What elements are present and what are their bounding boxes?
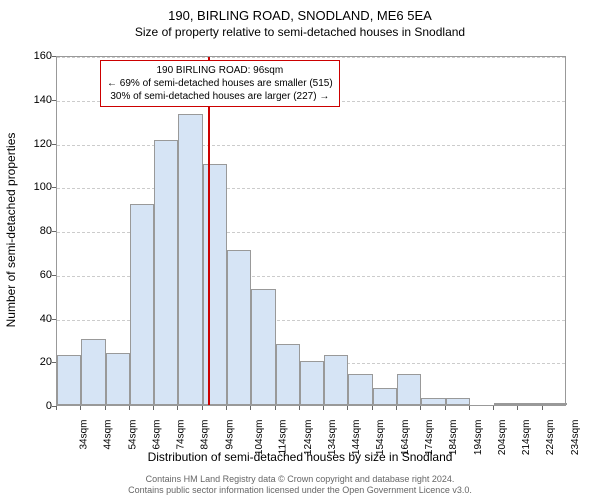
legend-line-3: 30% of semi-detached houses are larger (…	[107, 90, 333, 103]
histogram-bar	[373, 388, 397, 406]
legend-line-2: ← 69% of semi-detached houses are smalle…	[107, 77, 333, 90]
x-tick-label: 44sqm	[103, 420, 114, 450]
legend-box: 190 BIRLING ROAD: 96sqm ← 69% of semi-de…	[100, 60, 340, 107]
y-tick-label: 100	[22, 181, 52, 193]
x-tick-mark	[275, 406, 276, 410]
histogram-bar	[227, 250, 251, 405]
histogram-bar	[518, 403, 542, 405]
histogram-bar	[203, 164, 227, 405]
reference-line	[208, 57, 210, 405]
x-tick-mark	[372, 406, 373, 410]
gridline	[57, 188, 565, 189]
plot-area	[56, 56, 566, 406]
footer: Contains HM Land Registry data © Crown c…	[0, 474, 600, 496]
x-tick-mark	[445, 406, 446, 410]
x-tick-mark	[542, 406, 543, 410]
y-tick-label: 80	[22, 225, 52, 237]
histogram-bar	[543, 403, 567, 405]
x-tick-mark	[177, 406, 178, 410]
y-tick-mark	[52, 275, 56, 276]
y-tick-mark	[52, 319, 56, 320]
histogram-bar	[178, 114, 202, 405]
y-tick-mark	[52, 144, 56, 145]
x-tick-mark	[299, 406, 300, 410]
y-tick-mark	[52, 100, 56, 101]
y-tick-label: 160	[22, 50, 52, 62]
gridline	[57, 145, 565, 146]
x-tick-label: 74sqm	[176, 420, 187, 450]
x-tick-mark	[323, 406, 324, 410]
x-tick-mark	[517, 406, 518, 410]
footer-line-1: Contains HM Land Registry data © Crown c…	[0, 474, 600, 485]
x-tick-mark	[250, 406, 251, 410]
histogram-bar	[397, 374, 421, 405]
histogram-bar	[348, 374, 372, 405]
x-tick-label: 54sqm	[127, 420, 138, 450]
histogram-bar	[421, 398, 445, 405]
legend-line-1: 190 BIRLING ROAD: 96sqm	[107, 64, 333, 77]
histogram-bar	[300, 361, 324, 405]
x-axis-label: Distribution of semi-detached houses by …	[0, 450, 600, 464]
y-tick-label: 60	[22, 269, 52, 281]
y-tick-mark	[52, 362, 56, 363]
x-tick-label: 94sqm	[224, 420, 235, 450]
title-main: 190, BIRLING ROAD, SNODLAND, ME6 5EA	[0, 0, 600, 23]
x-tick-label: 64sqm	[151, 420, 162, 450]
histogram-bar	[251, 289, 275, 405]
y-tick-label: 0	[22, 400, 52, 412]
histogram-bar	[154, 140, 178, 405]
x-tick-mark	[396, 406, 397, 410]
histogram-bar	[130, 204, 154, 405]
x-tick-mark	[226, 406, 227, 410]
histogram-bar	[106, 353, 130, 406]
y-axis-label: Number of semi-detached properties	[4, 133, 18, 328]
histogram-bar	[57, 355, 81, 405]
y-tick-label: 120	[22, 138, 52, 150]
x-tick-mark	[105, 406, 106, 410]
x-tick-mark	[129, 406, 130, 410]
y-tick-label: 40	[22, 313, 52, 325]
histogram-bar	[324, 355, 348, 405]
chart-container: 190, BIRLING ROAD, SNODLAND, ME6 5EA Siz…	[0, 0, 600, 500]
histogram-bar	[446, 398, 470, 405]
x-tick-mark	[56, 406, 57, 410]
histogram-bar	[494, 403, 518, 405]
x-tick-mark	[493, 406, 494, 410]
x-tick-mark	[420, 406, 421, 410]
footer-line-2: Contains public sector information licen…	[0, 485, 600, 496]
x-tick-mark	[469, 406, 470, 410]
y-tick-label: 20	[22, 356, 52, 368]
x-tick-label: 84sqm	[200, 420, 211, 450]
x-tick-mark	[347, 406, 348, 410]
x-tick-mark	[202, 406, 203, 410]
title-sub: Size of property relative to semi-detach…	[0, 23, 600, 39]
histogram-bar	[81, 339, 105, 405]
histogram-bar	[276, 344, 300, 405]
y-tick-label: 140	[22, 94, 52, 106]
gridline	[57, 57, 565, 58]
y-tick-mark	[52, 231, 56, 232]
x-tick-label: 34sqm	[79, 420, 90, 450]
y-tick-mark	[52, 187, 56, 188]
y-tick-mark	[52, 56, 56, 57]
x-tick-mark	[80, 406, 81, 410]
x-tick-mark	[153, 406, 154, 410]
